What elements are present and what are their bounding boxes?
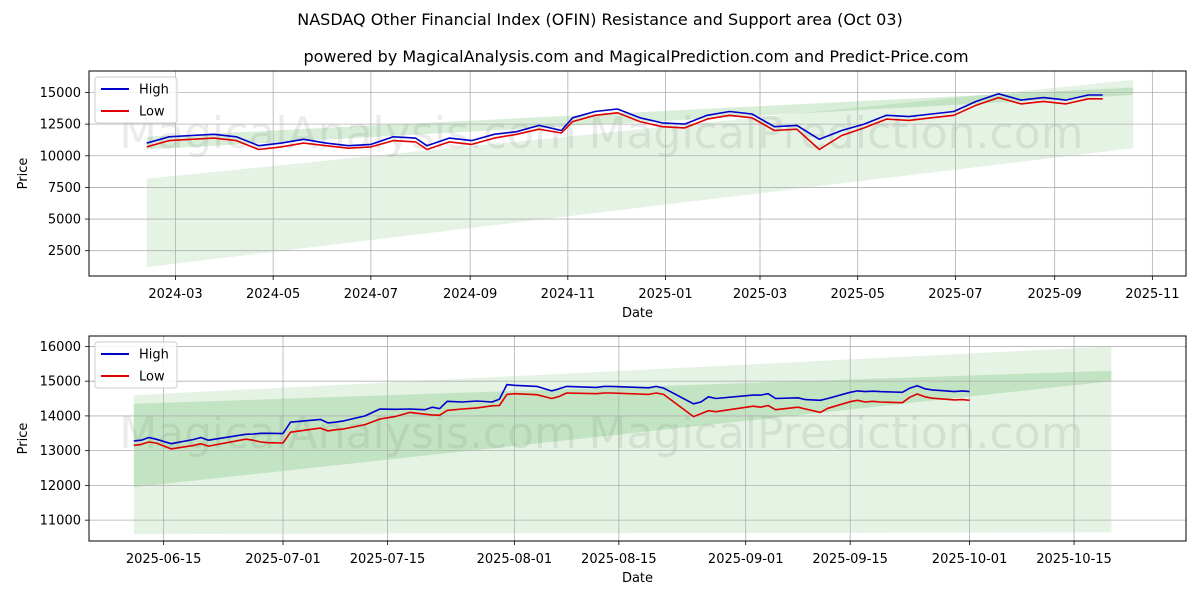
forecast-band-0: [133, 346, 1112, 535]
low-series-line: [133, 392, 970, 450]
x-tick-label: 2025-11: [1125, 287, 1179, 302]
legend-label-low: Low: [139, 370, 165, 385]
x-tick-label: 2025-09-15: [812, 552, 888, 567]
y-tick-label: 5000: [48, 213, 81, 228]
x-tick-label: 2025-08-15: [581, 552, 657, 567]
y-tick-label: 12000: [40, 479, 81, 494]
x-tick-label: 2025-08-01: [477, 552, 553, 567]
forecast-band-1: [133, 370, 1112, 488]
legend-label-high: High: [139, 83, 169, 98]
y-tick-label: 14000: [40, 409, 81, 424]
y-tick-label: 7500: [48, 181, 81, 196]
high-series-line: [133, 383, 970, 445]
x-axis-label: Date: [622, 306, 653, 321]
legend-label-high: High: [139, 348, 169, 363]
x-tick-label: 2025-09-01: [708, 552, 784, 567]
legend-label-low: Low: [139, 105, 165, 120]
high-series-line: [146, 93, 1103, 147]
y-axis-label: Price: [16, 158, 31, 190]
chart-subtitle: powered by MagicalAnalysis.com and Magic…: [303, 47, 968, 66]
x-tick-label: 2025-07: [928, 287, 982, 302]
y-tick-label: 12500: [40, 118, 81, 133]
x-axis-label: Date: [622, 571, 653, 586]
x-tick-label: 2025-10-15: [1036, 552, 1112, 567]
y-tick-label: 15000: [40, 375, 81, 390]
x-tick-label: 2025-07-01: [245, 552, 321, 567]
low-series-line: [146, 96, 1103, 151]
forecast-band-0: [146, 79, 1134, 268]
y-tick-label: 11000: [40, 514, 81, 529]
x-tick-label: 2025-03: [733, 287, 787, 302]
x-tick-label: 2025-07-15: [350, 552, 426, 567]
top-chart-panel: MagicalAnalysis.com MagicalPrediction.com…: [16, 70, 1187, 321]
y-tick-label: 13000: [40, 444, 81, 459]
plot-frame: [88, 70, 1187, 277]
x-tick-label: 2025-01: [638, 287, 692, 302]
x-tick-label: 2025-06-15: [126, 552, 202, 567]
y-tick-label: 2500: [48, 244, 81, 259]
x-tick-label: 2025-10-01: [932, 552, 1008, 567]
chart-title: NASDAQ Other Financial Index (OFIN) Resi…: [297, 10, 903, 29]
y-tick-label: 10000: [40, 149, 81, 164]
x-tick-label: 2025-05: [831, 287, 885, 302]
bottom-chart-panel: MagicalAnalysis.com MagicalPrediction.com…: [16, 335, 1187, 586]
y-tick-label: 15000: [40, 86, 81, 101]
x-tick-label: 2024-07: [344, 287, 398, 302]
x-tick-label: 2025-09: [1028, 287, 1082, 302]
y-tick-label: 16000: [40, 340, 81, 355]
x-tick-label: 2024-03: [148, 287, 202, 302]
x-tick-label: 2024-05: [246, 287, 300, 302]
x-tick-label: 2024-11: [541, 287, 595, 302]
x-tick-label: 2024-09: [443, 287, 497, 302]
plot-frame: [88, 335, 1187, 542]
y-axis-label: Price: [16, 423, 31, 455]
